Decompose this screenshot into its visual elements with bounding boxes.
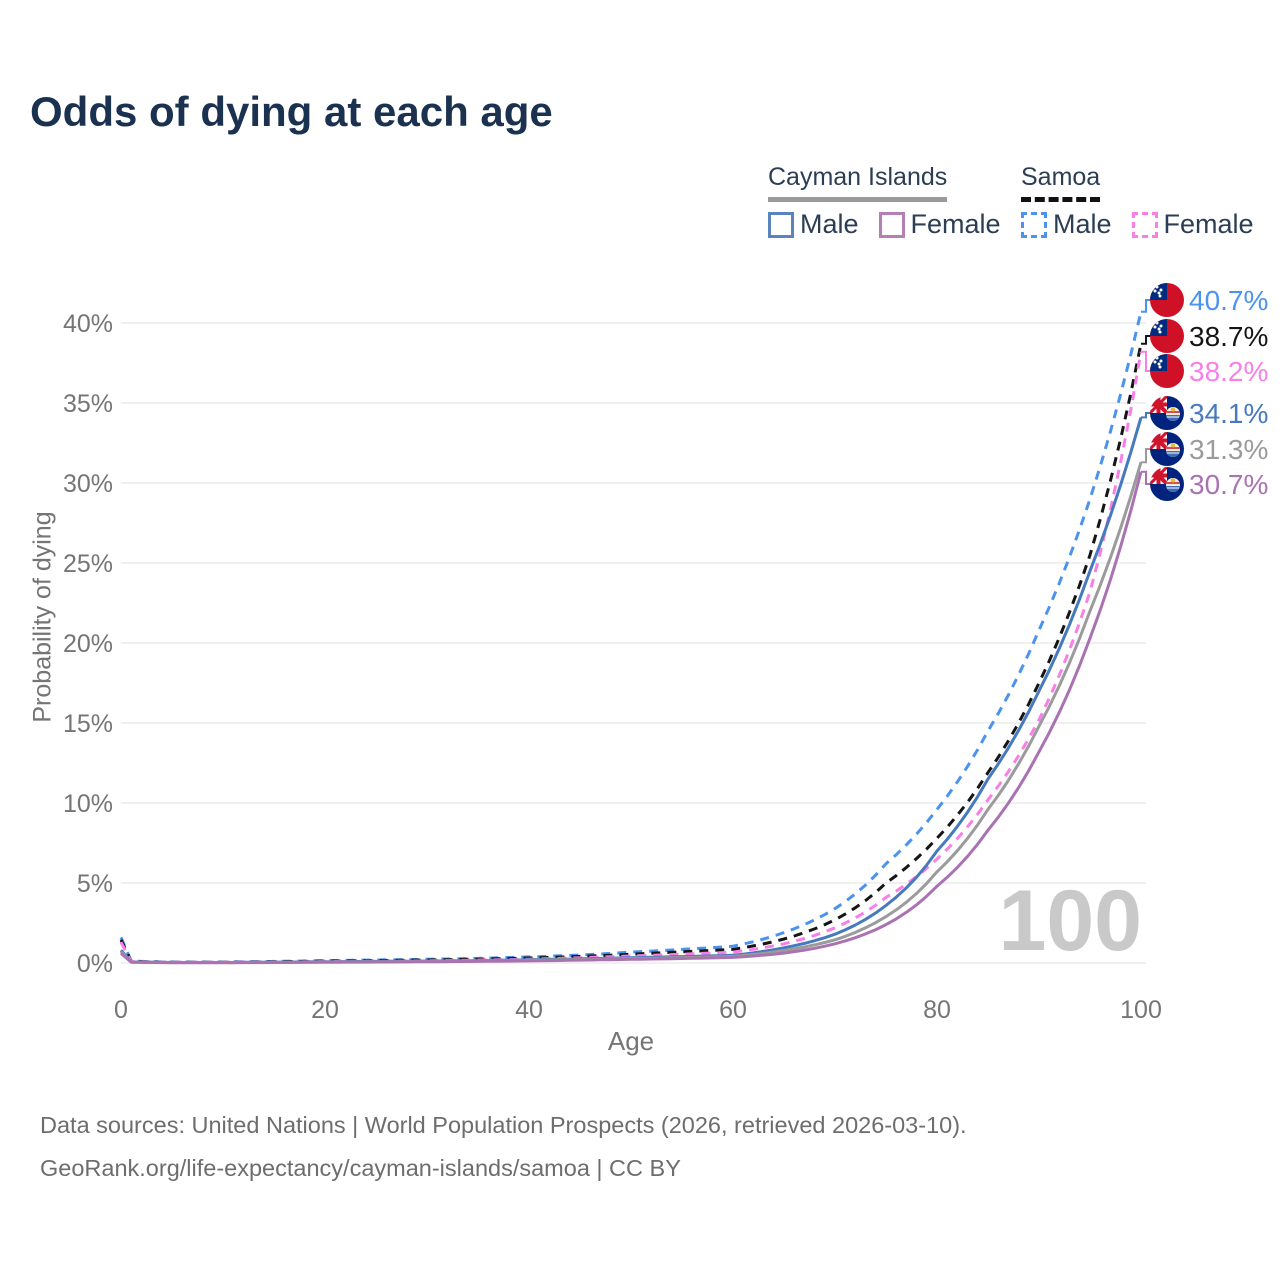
union-jack-icon (1150, 432, 1167, 449)
end-value-label-samoa-total: 38.7% (1189, 321, 1268, 352)
label-connector (1141, 335, 1151, 345)
end-value-label-cayman-female: 30.7% (1189, 469, 1268, 500)
cayman-crest-icon (1166, 478, 1180, 492)
label-connector (1141, 350, 1151, 372)
cayman-islands-flag-icon (1150, 432, 1184, 466)
x-tick-label: 60 (719, 996, 747, 1024)
cayman-male-swatch-icon (768, 211, 794, 238)
legend-row-cayman: Male Female (768, 209, 1001, 240)
legend-item-samoa-male[interactable]: Male (1021, 209, 1112, 240)
line-cayman-total (119, 461, 1143, 964)
x-tick-label: 40 (515, 996, 543, 1024)
data-lines (119, 311, 1143, 965)
end-value-label-cayman-male: 34.1% (1189, 398, 1268, 429)
y-tick-label: 35% (63, 390, 113, 418)
x-tick-label: 100 (1120, 996, 1162, 1024)
samoa-flag-icon (1150, 283, 1184, 317)
legend-label-cayman-male: Male (800, 209, 859, 239)
label-connector (1141, 299, 1151, 313)
y-tick-label: 0% (77, 950, 113, 978)
line-cayman-male (119, 416, 1143, 964)
legend-label-samoa-male: Male (1053, 209, 1112, 239)
cayman-crest-icon (1166, 443, 1180, 457)
x-axis-tick-labels: 0 20 40 60 80 100 (114, 996, 1162, 1024)
x-tick-label: 0 (114, 996, 128, 1024)
footer-data-sources: Data sources: United Nations | World Pop… (40, 1112, 967, 1138)
legend-item-cayman-male[interactable]: Male (768, 209, 859, 240)
samoa-flag-icon (1150, 354, 1184, 388)
legend-group-cayman-islands: Cayman Islands Male Female (768, 163, 1001, 240)
page-title: Odds of dying at each age (30, 88, 553, 135)
y-tick-label: 15% (63, 710, 113, 738)
legend-header-samoa[interactable]: Samoa (1021, 163, 1101, 202)
y-tick-label: 5% (77, 870, 113, 898)
y-tick-label: 30% (63, 470, 113, 498)
footer-attribution-link[interactable]: GeoRank.org/life-expectancy/cayman-islan… (40, 1155, 681, 1181)
y-tick-label: 40% (63, 310, 113, 338)
legend-label-samoa-female: Female (1163, 209, 1254, 239)
line-samoa-total (119, 343, 1143, 964)
samoa-female-swatch-icon (1131, 211, 1158, 238)
label-connector (1141, 412, 1151, 419)
y-axis-title: Probability of dying (28, 511, 57, 723)
footer: Data sources: United Nations | World Pop… (40, 1104, 967, 1190)
cayman-female-swatch-icon (878, 211, 905, 238)
cayman-islands-flag-icon (1150, 467, 1184, 501)
label-connector (1141, 448, 1151, 464)
end-value-label-samoa-female: 38.2% (1189, 356, 1268, 387)
y-tick-label: 25% (63, 550, 113, 578)
end-value-label-samoa-male: 40.7% (1189, 285, 1268, 316)
line-samoa-male (119, 311, 1143, 964)
cayman-islands-flag-icon (1150, 396, 1184, 430)
line-samoa-female (119, 351, 1143, 964)
line-cayman-female (120, 471, 1143, 965)
age-watermark: 100 (999, 873, 1143, 969)
cayman-crest-icon (1166, 407, 1180, 421)
gridlines (121, 322, 1146, 964)
y-tick-label: 20% (63, 630, 113, 658)
x-axis-title: Age (607, 1026, 655, 1056)
label-connector (1141, 470, 1151, 485)
legend-row-samoa: Male Female (1021, 209, 1254, 240)
samoa-male-swatch-icon (1021, 211, 1047, 238)
y-tick-label: 10% (63, 790, 113, 818)
union-jack-icon (1150, 467, 1167, 484)
x-tick-label: 20 (311, 996, 339, 1024)
legend-item-samoa-female[interactable]: Female (1131, 209, 1254, 240)
legend-header-cayman-islands[interactable]: Cayman Islands (768, 163, 948, 202)
x-tick-label: 80 (923, 996, 951, 1024)
union-jack-icon (1150, 396, 1167, 413)
samoa-flag-icon (1150, 319, 1184, 353)
legend-group-samoa: Samoa Male Female (1021, 163, 1254, 240)
legend-label-cayman-female: Female (910, 209, 1001, 239)
end-value-label-cayman-total: 31.3% (1189, 434, 1268, 465)
end-value-labels: 40.7% 38.7% 38.2% 34.1% 31.3% 30.7% (1141, 283, 1268, 501)
legend-item-cayman-female[interactable]: Female (878, 209, 1001, 240)
y-axis-tick-labels: 0% 5% 10% 15% 20% 25% 30% 35% 40% (63, 310, 113, 978)
